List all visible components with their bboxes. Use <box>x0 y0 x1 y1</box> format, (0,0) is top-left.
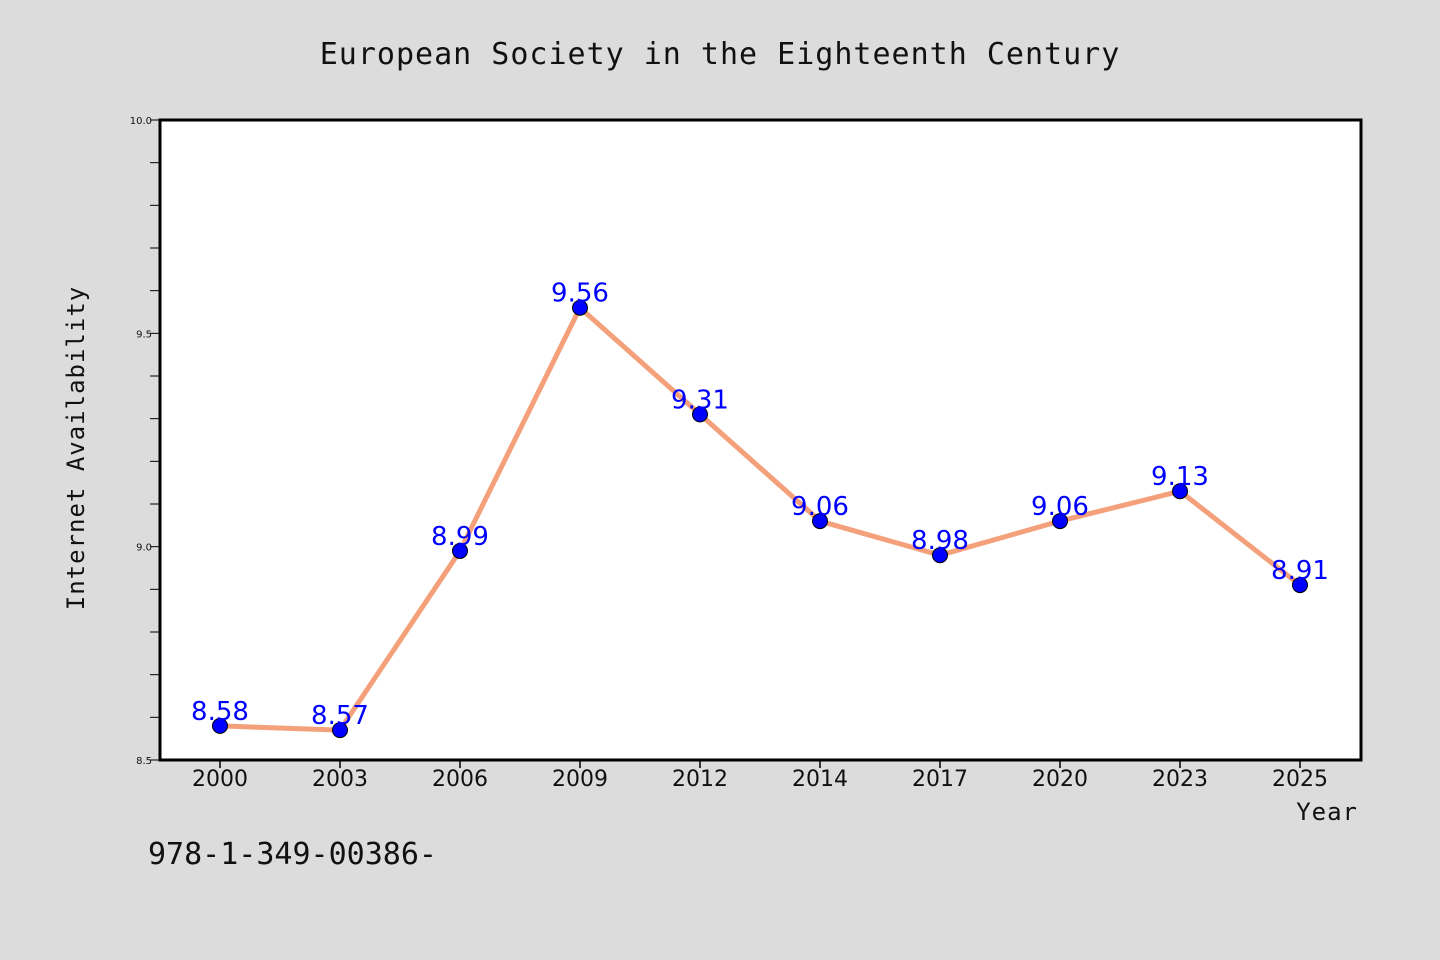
x-tick-label: 2006 <box>432 767 488 792</box>
y-tick-label: 9.0 <box>136 543 152 554</box>
data-point <box>812 513 828 530</box>
footer-code: 978-1-349-00386- <box>148 837 437 872</box>
x-axis: 2000 2003 2006 2009 2012 2014 2017 2020 2023 2025 <box>192 760 1328 792</box>
data-label: 8.91 <box>1271 556 1329 586</box>
data-label: 8.57 <box>311 701 369 731</box>
data-label: 9.31 <box>671 385 729 415</box>
y-axis: 8.5 9.0 9.5 10.0 <box>130 116 160 767</box>
data-point <box>1052 513 1068 530</box>
data-point <box>332 722 348 739</box>
x-tick-label: 2009 <box>552 767 608 792</box>
data-label: 9.13 <box>1151 462 1209 492</box>
data-label: 9.56 <box>551 279 609 309</box>
y-tick-label: 8.5 <box>136 756 152 767</box>
y-axis-label: Internet Availability <box>62 286 90 610</box>
chart-title: European Society in the Eighteenth Centu… <box>320 37 1121 72</box>
x-tick-label: 2023 <box>1152 767 1208 792</box>
plot-area <box>158 118 1363 762</box>
data-label: 9.06 <box>791 492 849 522</box>
data-point <box>932 547 948 564</box>
data-label: 9.06 <box>1031 492 1089 522</box>
data-point <box>692 406 708 423</box>
series-layer: 8.58 8.57 8.99 9.56 9.31 9.06 8.98 9.06 9.13 8.91 <box>191 279 1329 739</box>
x-axis-label: Year <box>1296 798 1358 826</box>
data-label: 8.58 <box>191 697 249 727</box>
data-point <box>452 542 468 559</box>
x-tick-label: 2000 <box>192 767 248 792</box>
data-label: 8.98 <box>911 526 969 556</box>
x-tick-label: 2025 <box>1272 767 1328 792</box>
x-tick-label: 2003 <box>312 767 368 792</box>
x-tick-label: 2017 <box>912 767 968 792</box>
data-point <box>212 717 228 734</box>
data-label: 8.99 <box>431 522 489 552</box>
x-tick-label: 2020 <box>1032 767 1088 792</box>
y-tick-label: 9.5 <box>136 329 152 340</box>
y-tick-label: 10.0 <box>130 116 152 127</box>
data-point <box>1172 483 1188 500</box>
x-tick-label: 2012 <box>672 767 728 792</box>
data-point <box>572 299 588 316</box>
data-point <box>1292 577 1308 594</box>
series-line <box>217 305 1303 733</box>
x-tick-label: 2014 <box>792 767 848 792</box>
